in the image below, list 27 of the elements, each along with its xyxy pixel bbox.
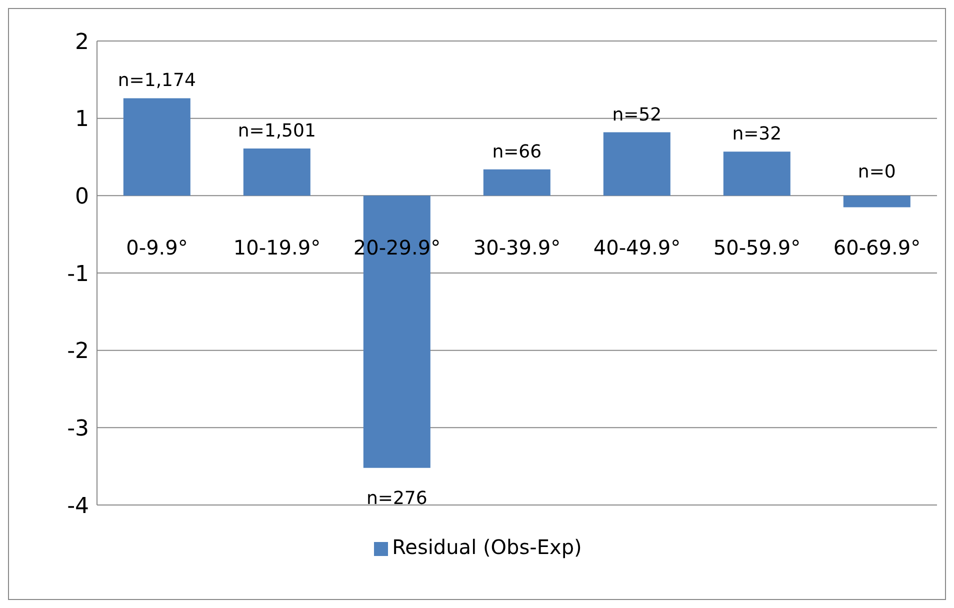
annotation: n=1,174	[118, 70, 196, 92]
bar	[243, 148, 310, 196]
annotation: n=66	[492, 141, 542, 162]
x-tick-label: 10-19.9°	[233, 235, 321, 260]
x-tick-label: 50-59.9°	[713, 235, 801, 260]
annotation: n=32	[732, 124, 782, 145]
y-tick-label: -1	[67, 262, 89, 287]
x-tick-label: 30-39.9°	[473, 235, 561, 260]
y-tick-label: -4	[67, 494, 89, 519]
annotation: n=52	[612, 104, 662, 126]
bar	[723, 152, 790, 196]
y-tick-label: 2	[75, 30, 89, 55]
legend-label: Residual (Obs-Exp)	[392, 535, 582, 559]
x-tick-label: 60-69.9°	[833, 235, 921, 260]
y-tick-label: 0	[75, 184, 89, 210]
bar	[123, 98, 190, 196]
annotation: n=276	[366, 488, 428, 509]
x-tick-label: 0-9.9°	[126, 235, 188, 260]
y-tick-label: 1	[75, 107, 89, 132]
bar	[483, 169, 550, 196]
bar	[843, 196, 910, 208]
annotation: n=0	[858, 162, 896, 183]
y-tick-label: -3	[67, 416, 89, 442]
annotation: n=1,501	[238, 120, 316, 142]
bar	[603, 132, 670, 196]
y-tick-label: -2	[67, 339, 89, 364]
x-tick-label: 40-49.9°	[593, 235, 681, 260]
